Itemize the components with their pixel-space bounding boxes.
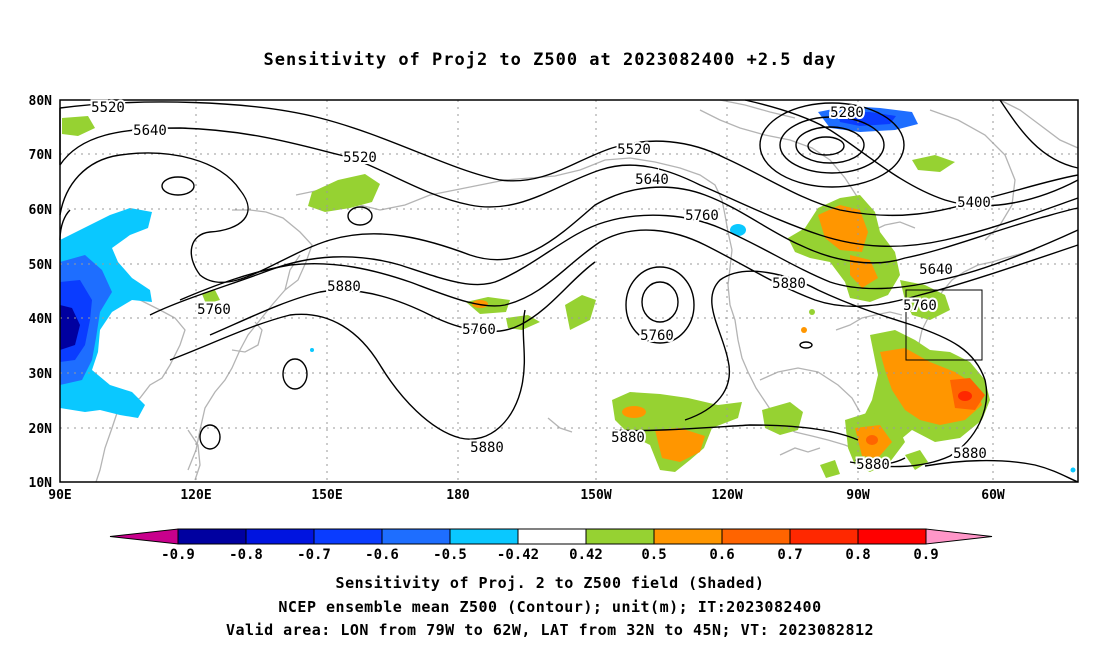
contour-label: 5640 — [919, 262, 953, 278]
lat-axis: 80N 70N 60N 50N 40N 30N 20N 10N — [29, 94, 53, 491]
contour-label: 5640 — [635, 172, 669, 188]
contour-label: 5760 — [685, 208, 719, 224]
contour-label: 5880 — [470, 440, 504, 456]
colorbar-over-triangle — [925, 528, 993, 545]
contour-label: 5880 — [327, 279, 361, 295]
contour-label: 5520 — [343, 150, 377, 166]
lat-label: 60N — [29, 203, 53, 218]
lon-label: 90W — [846, 488, 870, 503]
lat-label: 10N — [29, 476, 53, 491]
colorbar-tick-label: 0.5 — [641, 547, 666, 563]
z500-contours — [59, 99, 1079, 483]
colorbar-segment — [789, 528, 859, 545]
lat-label: 70N — [29, 148, 53, 163]
contour-label: 5760 — [197, 302, 231, 318]
lon-axis: 90E 120E 150E 180 150W 120W 90W 60W — [48, 488, 1005, 503]
lat-lon-grid — [60, 100, 1078, 482]
colorbar-segment — [653, 528, 723, 545]
lat-label: 20N — [29, 422, 53, 437]
colorbar-tick-label: 0.8 — [845, 547, 870, 563]
colorbar-tick-label: 0.6 — [709, 547, 734, 563]
contour-label: 5880 — [772, 276, 806, 292]
colorbar-segment — [381, 528, 451, 545]
lon-label: 180 — [446, 488, 470, 503]
caption-line-3: Valid area: LON from 79W to 62W, LAT fro… — [225, 621, 875, 639]
contour-label: 5880 — [611, 430, 645, 446]
colorbar-segment — [177, 528, 247, 545]
contour-label: 5400 — [957, 195, 991, 211]
colorbar: -0.9 -0.8 -0.7 -0.6 -0.5 -0.42 0.42 0.5 0.6 0.7 0.… — [109, 528, 993, 563]
caption-line-1: Sensitivity of Proj. 2 to Z500 field (Sh… — [335, 574, 765, 592]
colorbar-tick-label: -0.9 — [161, 547, 195, 563]
colorbar-segment — [517, 528, 587, 545]
lat-label: 40N — [29, 312, 53, 327]
contour-label: 5280 — [830, 105, 864, 121]
lat-label: 50N — [29, 258, 53, 273]
contour-label: 5760 — [462, 322, 496, 338]
caption-line-2: NCEP ensemble mean Z500 (Contour); unit(… — [278, 598, 822, 616]
contour-label: 5520 — [617, 142, 651, 158]
lon-label: 60W — [981, 488, 1005, 503]
lon-label: 150W — [580, 488, 611, 503]
contour-label: 5880 — [856, 457, 890, 473]
lat-label: 30N — [29, 367, 53, 382]
colorbar-segment — [585, 528, 655, 545]
colorbar-tick-label: 0.9 — [913, 547, 938, 563]
colorbar-segment — [313, 528, 383, 545]
contour-label: 5520 — [91, 100, 125, 116]
colorbar-tick-label: -0.7 — [297, 547, 331, 563]
colorbar-tick-label: 0.7 — [777, 547, 802, 563]
lon-label: 90E — [48, 488, 71, 503]
colorbar-under-triangle — [109, 528, 179, 545]
contour-label: 5640 — [133, 123, 167, 139]
colorbar-segment — [245, 528, 315, 545]
contour-label: 5760 — [640, 328, 674, 344]
contour-labels: 5520 5640 5520 5520 5640 5280 5400 5640 … — [89, 98, 993, 475]
lon-label: 120W — [711, 488, 742, 503]
colorbar-tick-label: -0.8 — [229, 547, 263, 563]
colorbar-tick-label: -0.6 — [365, 547, 399, 563]
map-title: Sensitivity of Proj2 to Z500 at 20230824… — [263, 50, 837, 70]
colorbar-segment — [857, 528, 927, 545]
colorbar-segment — [721, 528, 791, 545]
negative-sensitivity-shading — [60, 106, 1076, 473]
plot-frame — [59, 99, 1079, 483]
lon-label: 150E — [311, 488, 342, 503]
colorbar-segment — [449, 528, 519, 545]
lon-label: 120E — [180, 488, 211, 503]
contour-label: 5760 — [903, 298, 937, 314]
lat-label: 80N — [29, 94, 53, 109]
colorbar-tick-label: 0.42 — [569, 547, 603, 563]
valid-area-box — [905, 289, 983, 361]
colorbar-tick-label: -0.5 — [433, 547, 467, 563]
contour-label: 5880 — [953, 446, 987, 462]
colorbar-tick-label: -0.42 — [497, 547, 539, 563]
